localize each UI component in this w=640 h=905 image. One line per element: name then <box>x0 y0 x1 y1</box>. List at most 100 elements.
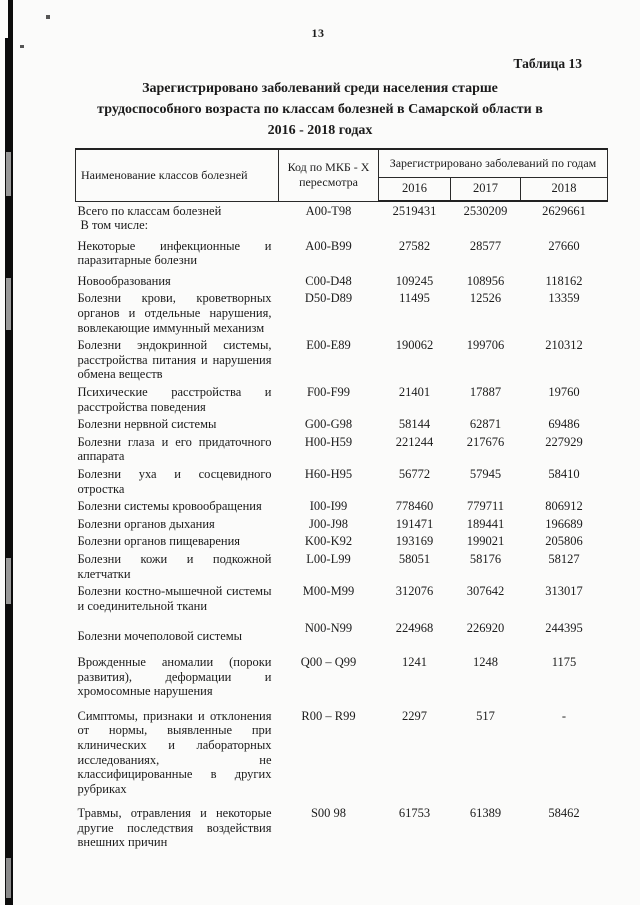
column-header-2018: 2018 <box>519 176 609 202</box>
disease-class-name: Болезни глаза и его придаточного аппарат… <box>77 434 272 464</box>
icd-code-cell: F00-F99 <box>279 385 379 417</box>
icd-code: C00-D48 <box>305 273 352 288</box>
page-number: 13 <box>311 26 325 40</box>
disease-class-name: Симптомы, признаки и отклонения от нормы… <box>77 708 272 796</box>
document-title-line-2: трудоспособного возраста по классам боле… <box>97 102 543 117</box>
value-2017-cell: 58176 <box>451 552 521 584</box>
table-row: Всего по классам болезней В том числе: A… <box>76 201 608 236</box>
value-2017-cell: 17887 <box>451 385 521 417</box>
scan-edge-artifact-mask <box>5 0 8 38</box>
icd-code: F00-F99 <box>306 385 351 400</box>
table-row: Травмы, отравления и некоторые другие по… <box>76 799 608 853</box>
value-2018-cell: 58127 <box>521 552 608 584</box>
value-2017: 57945 <box>469 467 502 481</box>
icd-code: G00-G98 <box>304 417 353 432</box>
disease-class-name: Психические расстройства и расстройства … <box>77 385 272 414</box>
value-2017: 517 <box>476 708 495 723</box>
disease-class-name-cell: Психические расстройства и расстройства … <box>76 385 279 417</box>
icd-code: M00-M99 <box>302 584 355 599</box>
value-2016-cell: 27582 <box>379 236 451 271</box>
value-2017: 12526 <box>469 291 502 306</box>
table-header: Наименование классов болезней Код по МКБ… <box>75 148 609 202</box>
icd-code-cell: Q00 – Q99 <box>279 647 379 702</box>
value-2016: 190062 <box>395 338 434 353</box>
disease-class-name-cell: Болезни кожи и подкожной клетчатки <box>76 552 279 584</box>
icd-code-cell: G00-G98 <box>279 417 379 435</box>
icd-code-cell: A00-T98 <box>279 201 379 236</box>
value-2018-cell: 196689 <box>521 517 608 535</box>
value-2018-cell: 2629661 <box>521 201 608 236</box>
disease-class-name: Болезни органов дыхания <box>77 516 215 531</box>
scan-edge-artifact-gap <box>6 858 11 898</box>
column-header-disease-class: Наименование классов болезней <box>75 148 279 202</box>
value-2017-cell: 12526 <box>451 291 521 338</box>
scan-edge-artifact <box>5 0 13 905</box>
value-2018-cell: 210312 <box>521 338 608 385</box>
value-2016: 21401 <box>398 385 431 400</box>
scan-edge-artifact-gap <box>6 558 11 604</box>
value-2018: 227929 <box>545 434 583 449</box>
value-2018-cell: 19760 <box>521 385 608 417</box>
disease-class-name-cell: Всего по классам болезней В том числе: <box>76 201 279 236</box>
icd-code-cell: H60-H95 <box>279 467 379 499</box>
disease-class-name: Новообразования <box>77 273 171 288</box>
value-2016: 11495 <box>399 291 430 306</box>
icd-code-cell: N00-N99 <box>279 616 379 647</box>
value-2018: 196689 <box>545 516 583 531</box>
disease-statistics-table: Наименование классов болезней Код по МКБ… <box>75 148 609 853</box>
value-2017: 199706 <box>466 338 505 353</box>
value-2016-cell: 221244 <box>379 435 451 467</box>
value-2016: 221244 <box>395 434 434 449</box>
icd-code: H00-H59 <box>304 434 353 449</box>
disease-class-name: Болезни эндокринной системы, расстройств… <box>77 338 272 382</box>
value-2016: 58051 <box>398 551 431 566</box>
value-2017-cell: 108956 <box>451 271 521 292</box>
icd-code: L00-L99 <box>306 551 351 566</box>
table-body: Всего по классам болезней В том числе: A… <box>76 201 608 853</box>
value-2018-cell: 205806 <box>521 534 608 552</box>
disease-class-name: Болезни органов пищеварения <box>77 534 241 549</box>
icd-code-cell: A00-B99 <box>279 236 379 271</box>
table-row: Симптомы, признаки и отклонения от нормы… <box>76 702 608 800</box>
table-row: Болезни крови, кроветворных органов и от… <box>76 291 608 338</box>
scan-edge-artifact-gap <box>6 152 11 196</box>
document-title: Зарегистрировано заболеваний среди насел… <box>58 78 582 141</box>
value-2018-cell: 58410 <box>521 467 608 499</box>
disease-class-name-cell: Болезни системы кровообращения <box>76 499 279 517</box>
value-2016: 1241 <box>402 654 427 669</box>
value-2016: 312076 <box>395 584 434 599</box>
column-header-years-group: Зарегистрировано заболеваний по годам <box>377 148 609 178</box>
table-row: Новообразования C00-D48 109245 108956 11… <box>76 271 608 292</box>
value-2018-cell: 58462 <box>521 799 608 853</box>
icd-code: R00 – R99 <box>301 708 356 723</box>
value-2017-cell: 1248 <box>451 647 521 702</box>
value-2016-cell: 193169 <box>379 534 451 552</box>
value-2017: 217676 <box>466 434 505 449</box>
disease-class-name-cell: Симптомы, признаки и отклонения от нормы… <box>76 702 279 800</box>
value-2017-cell: 217676 <box>451 435 521 467</box>
disease-class-name-cell: Новообразования <box>76 271 279 292</box>
value-2018-cell: 806912 <box>521 499 608 517</box>
value-2016-cell: 11495 <box>379 291 451 338</box>
table-caption: Таблица 13 <box>513 56 582 71</box>
value-2016: 61753 <box>398 806 431 821</box>
value-2016-cell: 312076 <box>379 584 451 616</box>
disease-class-name-cell: Болезни костно-мышечной системы и соедин… <box>76 584 279 616</box>
value-2017: 58176 <box>469 551 502 566</box>
disease-class-name: Болезни кожи и подкожной клетчатки <box>77 551 272 581</box>
value-2016-cell: 58144 <box>379 417 451 435</box>
value-2018-cell: 69486 <box>521 417 608 435</box>
value-2016-cell: 224968 <box>379 616 451 647</box>
value-2016: 27582 <box>398 238 431 253</box>
disease-class-name: Болезни крови, кроветворных органов и от… <box>77 291 272 335</box>
value-2017: 199021 <box>466 534 505 549</box>
column-header-icd-code: Код по МКБ - X пересмотра <box>278 148 379 202</box>
table-row: Психические расстройства и расстройства … <box>76 385 608 417</box>
disease-class-note: В том числе: <box>80 218 149 233</box>
value-2016: 58144 <box>398 417 431 432</box>
value-2017: 17887 <box>469 385 502 400</box>
scan-edge-artifact-gap <box>6 278 11 330</box>
value-2016-cell: 56772 <box>379 467 451 499</box>
value-2017-cell: 199706 <box>451 338 521 385</box>
value-2016-cell: 61753 <box>379 799 451 853</box>
